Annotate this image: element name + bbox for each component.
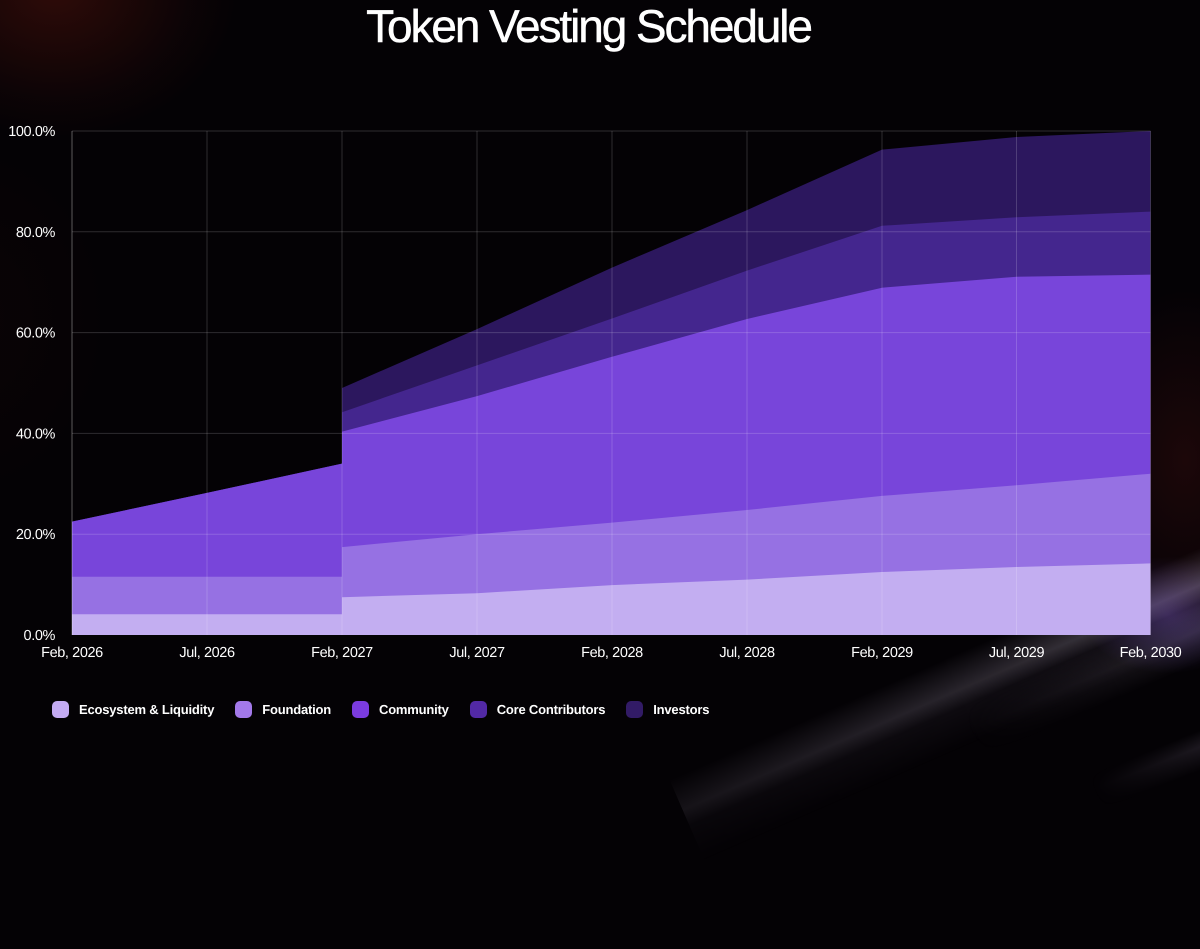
svg-text:Feb, 2030: Feb, 2030 bbox=[1120, 645, 1182, 661]
svg-text:Feb, 2028: Feb, 2028 bbox=[581, 645, 643, 661]
svg-text:20.0%: 20.0% bbox=[16, 527, 56, 543]
svg-text:Jul, 2029: Jul, 2029 bbox=[989, 645, 1045, 661]
svg-text:40.0%: 40.0% bbox=[16, 426, 56, 442]
svg-text:80.0%: 80.0% bbox=[16, 225, 56, 241]
svg-text:Jul, 2027: Jul, 2027 bbox=[449, 645, 505, 661]
svg-text:Feb, 2029: Feb, 2029 bbox=[851, 645, 913, 661]
svg-text:60.0%: 60.0% bbox=[16, 326, 56, 342]
svg-text:Jul, 2026: Jul, 2026 bbox=[179, 645, 235, 661]
svg-text:Feb, 2027: Feb, 2027 bbox=[311, 645, 373, 661]
svg-text:100.0%: 100.0% bbox=[8, 124, 55, 140]
svg-text:Jul, 2028: Jul, 2028 bbox=[719, 645, 775, 661]
svg-text:Feb, 2026: Feb, 2026 bbox=[41, 645, 103, 661]
svg-text:0.0%: 0.0% bbox=[24, 628, 56, 644]
